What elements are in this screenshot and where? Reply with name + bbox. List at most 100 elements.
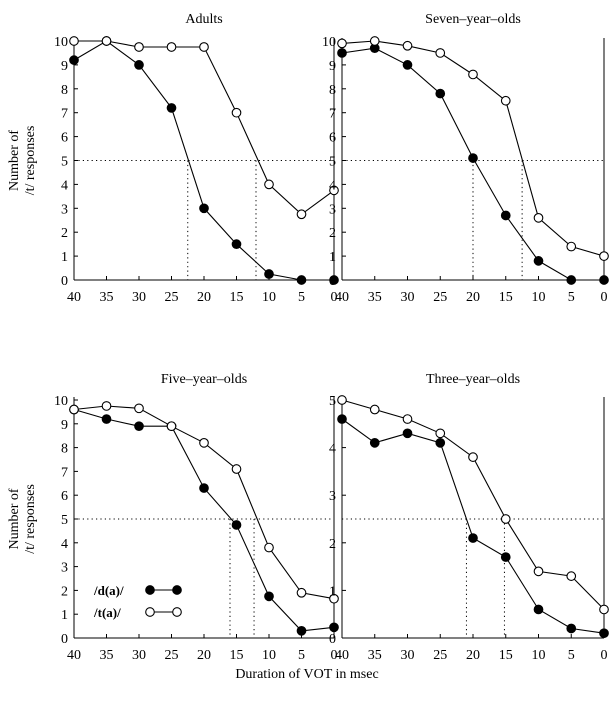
y-tick-label: 7: [61, 465, 68, 480]
x-tick-label: 25: [165, 648, 179, 663]
y-tick-label: 5: [61, 513, 68, 528]
data-point-filled: [69, 55, 79, 65]
data-point-open: [533, 213, 544, 223]
data-point-open: [199, 437, 209, 448]
y-tick-label: 9: [61, 59, 68, 74]
data-point-filled: [231, 520, 242, 530]
data-point-open: [369, 404, 380, 415]
x-axis-label: Duration of VOT in msec: [235, 667, 378, 682]
chart-panel-3: Five–year–olds Number of/t/ responses 0 1 2 3…: [7, 372, 339, 663]
data-point-open: [533, 566, 544, 577]
data-point-filled: [337, 48, 347, 58]
data-point-open: [435, 428, 446, 439]
data-point-open: [402, 40, 413, 51]
x-tick-label: 10: [532, 648, 546, 663]
data-point-filled: [435, 437, 446, 448]
x-tick-label: 5: [568, 290, 575, 305]
data-point-filled: [402, 428, 413, 439]
data-point-open: [101, 36, 112, 46]
data-point-open: [337, 38, 347, 49]
x-tick-label: 35: [368, 648, 382, 663]
data-point-filled: [337, 414, 347, 424]
x-tick-label: 40: [67, 290, 81, 305]
chart-title: Five–year–olds: [161, 372, 247, 387]
y-tick-label: 1: [61, 250, 68, 265]
data-point-open: [599, 251, 609, 261]
x-tick-label: 25: [433, 290, 447, 305]
data-point-open: [369, 36, 380, 46]
legend-marker-filled: [172, 585, 182, 595]
data-point-open: [566, 241, 577, 252]
data-point-filled: [566, 275, 577, 285]
x-tick-label: 40: [67, 648, 81, 663]
x-tick-label: 35: [100, 290, 114, 305]
data-point-filled: [599, 275, 609, 285]
series-line: [341, 418, 605, 634]
data-point-filled: [566, 623, 577, 634]
y-tick-label: 4: [61, 178, 68, 193]
chart-title: Adults: [185, 12, 222, 27]
data-point-filled: [296, 626, 307, 636]
data-point-filled: [329, 622, 339, 633]
data-point-open: [69, 404, 79, 415]
y-tick-label: 8: [329, 83, 336, 98]
y-tick-label: 10: [322, 35, 336, 50]
y-tick-label: 5: [61, 155, 68, 170]
data-point-open: [134, 42, 144, 52]
data-point-filled: [199, 483, 209, 493]
y-tick-label: 1: [329, 250, 336, 265]
y-axis-label: Number of/t/ responses: [7, 126, 38, 196]
legend-label: /d(a)/: [93, 583, 124, 598]
data-point-open: [402, 414, 413, 424]
data-point-filled: [468, 153, 478, 163]
data-point-filled: [369, 437, 380, 448]
data-point-filled: [500, 552, 511, 562]
y-axis-label: Number of/t/ responses: [7, 484, 38, 554]
x-tick-label: 0: [331, 290, 338, 305]
legend-marker-open: [172, 607, 182, 617]
data-point-filled: [296, 275, 307, 285]
data-point-filled: [500, 210, 511, 221]
legend-label: /t(a)/: [93, 605, 121, 620]
data-point-open: [435, 48, 446, 58]
x-tick-label: 30: [401, 290, 415, 305]
y-tick-label: 3: [61, 202, 68, 217]
x-tick-label: 15: [499, 648, 513, 663]
y-tick-label: 0: [329, 632, 336, 647]
x-tick-label: 20: [466, 648, 480, 663]
chart-panel-2: Seven–year–olds 0 1 2 3 4 5 6 7 8 9 10 40 35 30 25 20 15 1…: [322, 12, 609, 305]
data-point-filled: [264, 269, 274, 279]
y-tick-label: 2: [61, 226, 68, 241]
data-point-open: [264, 542, 274, 553]
data-point-open: [468, 69, 478, 80]
y-tick-label: 6: [61, 489, 68, 504]
data-point-filled: [134, 421, 144, 432]
data-point-open: [199, 42, 209, 52]
y-tick-label: 1: [329, 584, 336, 599]
y-tick-label: 4: [61, 537, 68, 552]
x-tick-label: 40: [335, 648, 349, 663]
y-tick-label: 2: [329, 226, 336, 241]
y-tick-label: 0: [61, 274, 68, 289]
y-tick-label: 6: [61, 131, 68, 146]
x-tick-label: 40: [335, 290, 349, 305]
x-tick-label: 5: [298, 290, 305, 305]
y-tick-label: 4: [329, 178, 336, 193]
x-tick-label: 10: [262, 290, 276, 305]
y-tick-label: 4: [329, 442, 336, 457]
x-tick-label: 15: [499, 290, 513, 305]
data-point-open: [599, 604, 609, 615]
y-tick-label: 10: [54, 35, 68, 50]
data-point-filled: [231, 239, 242, 249]
data-point-filled: [264, 591, 274, 602]
data-point-filled: [402, 60, 413, 70]
y-axis-label-line: Number of: [7, 130, 22, 191]
y-axis-label-line: /t/ responses: [23, 126, 38, 196]
y-tick-label: 9: [61, 418, 68, 433]
x-tick-label: 15: [230, 648, 244, 663]
data-point-filled: [199, 203, 209, 214]
x-tick-label: 5: [298, 648, 305, 663]
data-point-open: [166, 421, 177, 432]
